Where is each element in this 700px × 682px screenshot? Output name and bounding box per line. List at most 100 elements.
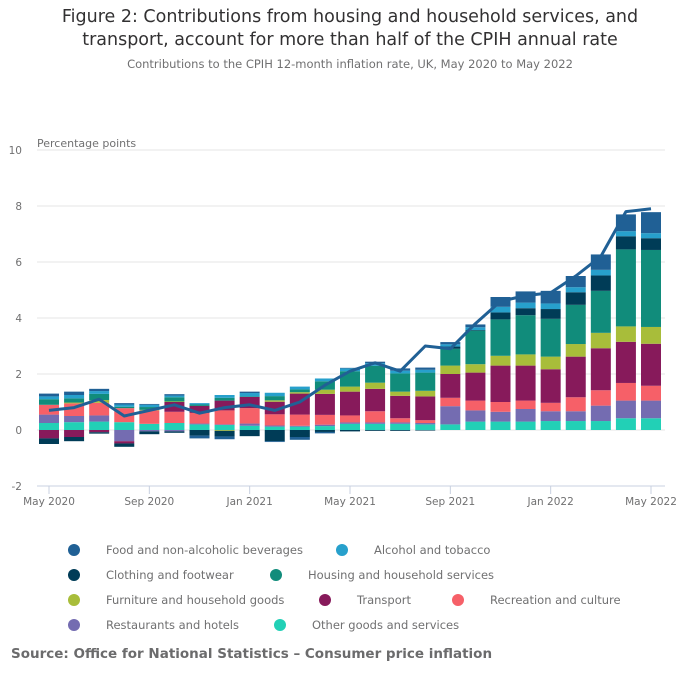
bar-segment [340,423,360,430]
bar-segment [289,426,310,430]
bar-segment [264,400,285,402]
bar-stack [189,403,210,439]
bar-segment [365,382,386,389]
x-tick-label: May 2022 [625,496,677,508]
legend-dot-icon [270,569,282,581]
bar-stack [365,361,386,431]
bar-segment [114,404,135,407]
bar-segment [590,390,611,406]
bar-stack [490,297,511,430]
bar-segment [365,411,386,423]
bar-segment [214,436,235,440]
bar-stack [641,212,661,430]
bar-segment [390,373,411,392]
x-axis: May 2020 Sep 2020 Jan 2021 May 2021 Sep 2021… [23,485,677,508]
bar-segment [540,303,561,310]
legend-dot-icon [336,544,348,556]
bar-segment [641,249,661,327]
bar-segment [490,365,511,402]
bar-segment [641,326,661,344]
bar-segment [64,437,85,442]
chart-title: Figure 2: Contributions from housing and… [0,6,700,52]
bar-segment [565,304,586,345]
bar-segment [264,430,285,442]
bar-stack [289,386,310,440]
bar-segment [465,330,486,331]
bar-segment [114,403,135,405]
legend-item-clothing[interactable]: Clothing and footwear [68,565,234,585]
bar-segment [289,386,310,390]
bar-segment [515,421,536,430]
bar-segment [490,402,511,412]
bar-segment [89,402,110,416]
bar-segment [164,401,185,402]
bar-segment [390,430,411,431]
bar-segment [615,326,636,342]
bar-segment [314,431,335,434]
bar-segment [641,418,661,430]
bar-segment [465,327,486,331]
legend-item-other[interactable]: Other goods and services [274,615,459,635]
bar-segment [314,426,335,430]
legend-label: Recreation and culture [490,593,621,607]
bar-segment [289,414,310,426]
bar-segment [565,411,586,422]
bar-segment [39,430,59,439]
legend-item-housing[interactable]: Housing and household services [270,565,494,585]
source-note: Source: Office for National Statistics –… [11,646,493,662]
x-tick-label: May 2021 [324,496,376,508]
bar-segment [314,424,335,427]
bar-segment [490,306,511,313]
bar-segment [590,332,611,349]
bar-segment [641,343,661,386]
bar-stack [214,395,235,440]
bar-segment [615,400,636,419]
x-tick-label: Jan 2022 [527,496,574,508]
legend: Food and non-alcoholic beverages Alcohol… [0,538,700,638]
bar-segment [139,431,160,435]
bar-segment [264,396,285,401]
bar-segment [239,430,260,437]
bar-segment [490,411,511,422]
bar-segment [415,424,436,430]
bar-segment [164,397,185,402]
legend-item-food[interactable]: Food and non-alcoholic beverages [68,540,303,560]
bar-segment [164,431,185,433]
bar-segment [164,423,185,430]
legend-item-transport[interactable]: Transport [319,590,411,610]
legend-item-furniture[interactable]: Furniture and household goods [68,590,284,610]
bar-segment [89,388,110,392]
x-tick-label: Jan 2021 [226,496,273,508]
bar-segment [239,423,260,426]
legend-item-alcohol[interactable]: Alcohol and tobacco [336,540,490,560]
legend-label: Alcohol and tobacco [374,543,491,557]
bar-segment [114,441,135,444]
bar-segment [39,393,59,397]
bar-segment [590,348,611,391]
bar-segment [440,344,461,347]
bar-segment [114,406,135,409]
bar-segment [415,372,436,391]
bar-segment [289,392,310,394]
bar-stack [590,254,611,430]
bar-segment [89,400,110,403]
bar-segment [465,410,486,422]
cpih-line-path [48,207,652,418]
bar-segment [39,399,59,405]
bar-segment [39,414,59,423]
bar-segment [214,430,235,431]
bar-segment [89,415,110,422]
bar-segment [340,430,360,432]
bar-segment [515,315,536,355]
legend-label: Housing and household services [308,568,495,582]
bar-segment [540,402,561,412]
legend-item-restaurants[interactable]: Restaurants and hotels [68,615,239,635]
bar-segment [365,365,386,383]
bar-stack [440,342,461,430]
y-tick-label: 10 [9,145,22,157]
bar-segment [89,430,110,433]
legend-item-recreation[interactable]: Recreation and culture [452,590,621,610]
bar-segment [39,423,59,430]
bar-segment [189,404,210,406]
bar-segment [139,423,160,430]
